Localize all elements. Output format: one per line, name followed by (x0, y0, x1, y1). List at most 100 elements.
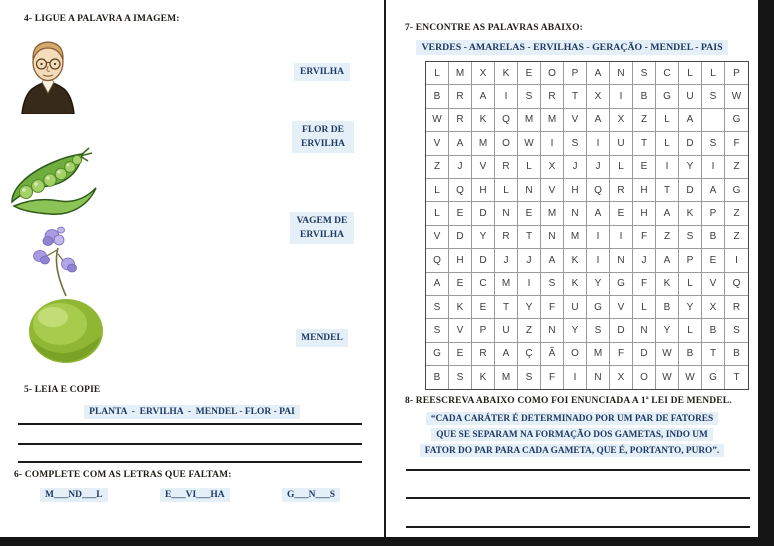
grid-cell: B (725, 343, 748, 367)
fill-blank-genes: G___N___S (282, 488, 341, 502)
grid-cell: B (656, 295, 679, 320)
grid-cell: Y (518, 295, 541, 320)
grid-cell: X (472, 62, 495, 86)
grid-cell: M (472, 132, 495, 156)
grid-cell: A (587, 202, 610, 226)
grid-cell: N (564, 202, 587, 226)
match-word-mendel: MENDEL (296, 329, 348, 347)
grid-cell: J (495, 249, 518, 273)
grid-cell: G (426, 342, 449, 367)
grid-cell: O (633, 366, 656, 390)
section4-title: 4- LIGUE A PALAVRA A IMAGEM: (24, 14, 180, 24)
grid-cell: J (564, 155, 587, 179)
grid-cell: F (633, 225, 656, 250)
grid-cell: K (472, 366, 495, 390)
grid-cell: X (541, 155, 564, 179)
section7-word-row: VERDES - AMARELAS - ERVILHAS - GERAÇÃO -… (386, 37, 758, 55)
page-right: 7- ENCONTRE AS PALAVRAS ABAIXO: VERDES -… (386, 0, 758, 537)
grid-cell: M (495, 366, 518, 390)
grid-cell: N (633, 319, 656, 343)
grid-cell: A (656, 249, 679, 273)
grid-cell: B (702, 319, 725, 343)
grid-cell: W (679, 366, 702, 390)
grid-cell: Y (564, 319, 587, 343)
grid-cell: M (564, 225, 587, 250)
grid-cell: L (679, 319, 702, 343)
grid-cell: W (725, 85, 748, 109)
grid-cell: M (587, 342, 610, 367)
grid-cell: J (518, 249, 541, 273)
grid-cell: I (610, 225, 633, 250)
grid-cell: N (610, 62, 633, 86)
grid-cell: B (426, 85, 449, 109)
grid-cell: Q (495, 108, 518, 133)
fill-blank-ervilha: E___VI___HA (160, 488, 230, 502)
pea-pod-image (10, 146, 106, 225)
grid-cell: I (725, 249, 748, 273)
match-word-ervilha: ERVILHA (294, 63, 350, 81)
grid-cell: N (518, 178, 541, 203)
grid-cell: Q (426, 249, 449, 273)
grid-cell: I (564, 366, 587, 390)
grid-cell: D (472, 202, 495, 226)
grid-cell: F (610, 342, 633, 367)
grid-cell: F (725, 132, 748, 156)
grid-cell: I (518, 272, 541, 296)
grid-cell: X (587, 85, 610, 109)
grid-cell: B (633, 85, 656, 109)
grid-cell: E (518, 202, 541, 226)
worksheet-scan: 4- LIGUE A PALAVRA A IMAGEM: (0, 0, 758, 537)
grid-cell: F (541, 295, 564, 320)
grid-cell: T (564, 85, 587, 109)
grid-cell: S (426, 295, 449, 320)
grid-cell: M (449, 62, 472, 86)
grid-cell: Ã (541, 342, 564, 367)
writing-line (406, 469, 750, 471)
writing-line (18, 423, 362, 425)
grid-cell: S (702, 85, 725, 109)
grid-cell: A (702, 178, 725, 203)
grid-cell: S (679, 225, 702, 250)
grid-cell: Q (725, 273, 748, 296)
grid-cell: Z (633, 108, 656, 133)
grid-cell: I (541, 132, 564, 156)
grid-cell: H (633, 178, 656, 203)
grid-cell: Y (472, 225, 495, 250)
grid-cell: L (610, 155, 633, 179)
grid-cell: V (449, 319, 472, 343)
grid-cell: E (449, 272, 472, 296)
grid-cell: A (449, 132, 472, 156)
grid-cell: E (449, 342, 472, 367)
quote-line-1: “CADA CARÁTER É DETERMINADO POR UM PAR D… (425, 412, 719, 425)
grid-cell: K (564, 272, 587, 296)
grid-cell: R (725, 296, 748, 320)
grid-cell: H (472, 178, 495, 203)
grid-cell: N (541, 225, 564, 250)
grid-cell: F (633, 272, 656, 296)
grid-cell: M (495, 272, 518, 296)
grid-cell: U (679, 85, 702, 109)
grid-cell: G (656, 85, 679, 109)
mendel-portrait-icon (21, 41, 75, 115)
grid-cell: J (633, 249, 656, 273)
grid-cell: T (702, 342, 725, 367)
grid-cell: X (610, 366, 633, 390)
grid-cell: J (587, 155, 610, 179)
grid-cell: L (679, 62, 702, 86)
section7-word-list: VERDES - AMARELAS - ERVILHAS - GERAÇÃO -… (416, 40, 728, 55)
grid-cell: I (656, 155, 679, 179)
grid-cell: A (679, 108, 702, 133)
grid-cell: W (656, 366, 679, 390)
grid-cell: R (472, 342, 495, 367)
grid-cell: L (518, 155, 541, 179)
grid-cell: V (472, 155, 495, 179)
match-word-flor-de-ervilha: FLOR DE ERVILHA (292, 121, 354, 153)
pea-flower-icon (33, 226, 77, 297)
grid-cell: W (656, 342, 679, 367)
grid-cell: D (449, 225, 472, 250)
grid-cell: E (449, 202, 472, 226)
green-pea-icon (29, 299, 103, 363)
grid-cell: I (610, 85, 633, 109)
grid-cell: Y (679, 295, 702, 320)
